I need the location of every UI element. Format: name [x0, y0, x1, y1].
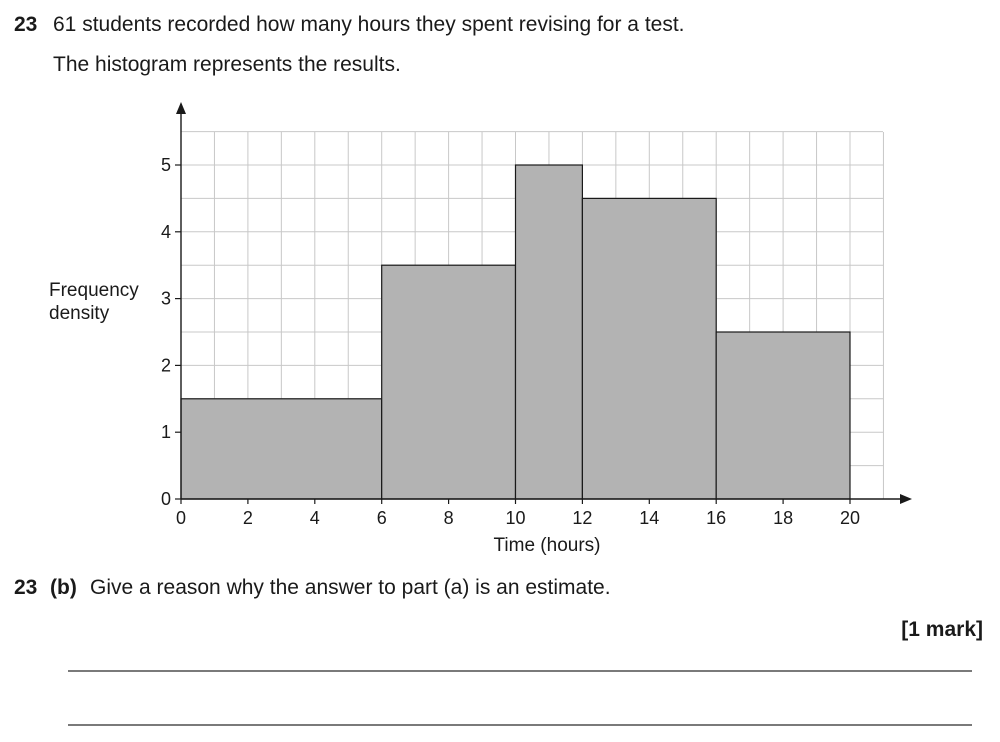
x-axis-label: Time (hours): [494, 535, 601, 556]
x-tick-label: 16: [706, 508, 726, 528]
x-tick-label: 2: [243, 508, 253, 528]
y-tick-label: 2: [161, 355, 171, 375]
marks-label: [1 mark]: [901, 618, 983, 641]
y-axis-label: density: [49, 303, 110, 324]
histogram-bar: [715, 331, 851, 500]
question-number: 23: [14, 13, 38, 36]
y-tick-label: 5: [161, 155, 171, 175]
x-tick-label: 4: [310, 508, 320, 528]
answer-line[interactable]: [68, 724, 972, 726]
histogram-bar: [581, 197, 717, 500]
y-axis-label: Frequency: [49, 280, 139, 301]
histogram-bar: [180, 398, 383, 500]
x-tick-label: 20: [840, 508, 860, 528]
x-tick-label: 8: [444, 508, 454, 528]
x-tick-label: 0: [176, 508, 186, 528]
answer-line[interactable]: [68, 670, 972, 672]
x-tick-label: 18: [773, 508, 793, 528]
y-tick-label: 3: [161, 289, 171, 309]
x-tick-label: 10: [505, 508, 525, 528]
y-tick-label: 0: [161, 489, 171, 509]
histogram-bar: [514, 164, 584, 500]
y-axis-arrow-icon: [176, 102, 186, 114]
histogram-bar: [381, 264, 517, 500]
x-tick-label: 14: [639, 508, 659, 528]
x-axis-arrow-icon: [900, 494, 912, 504]
question-subtext: The histogram represents the results.: [53, 53, 401, 76]
y-tick-label: 4: [161, 222, 171, 242]
x-tick-label: 12: [572, 508, 592, 528]
question-text: 61 students recorded how many hours they…: [53, 13, 685, 36]
y-tick-label: 1: [161, 422, 171, 442]
part-b-label: (b): [50, 576, 77, 599]
part-b-question-number: 23: [14, 576, 38, 599]
part-b-question-text: Give a reason why the answer to part (a)…: [90, 576, 611, 599]
x-tick-label: 6: [377, 508, 387, 528]
